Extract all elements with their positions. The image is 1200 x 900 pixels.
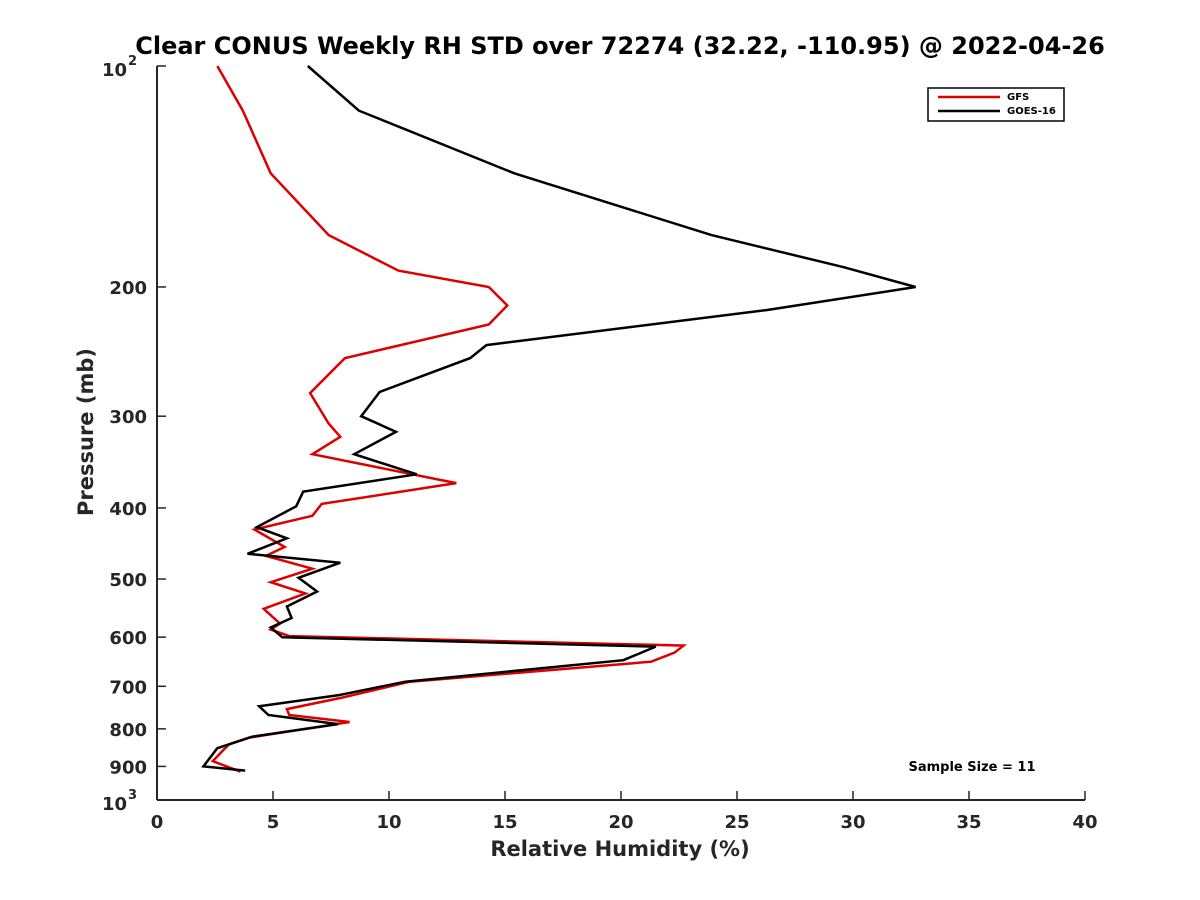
x-tick-label: 20 <box>608 812 633 833</box>
legend-label-gfs: GFS <box>1007 92 1029 103</box>
series-layer <box>201 65 916 773</box>
y-tick-label: 10 <box>102 60 127 81</box>
x-tick-label: 10 <box>376 812 401 833</box>
y-tick-label: 700 <box>109 677 147 698</box>
sample-size-annotation: Sample Size = 11 <box>908 760 1035 775</box>
x-tick-label: 15 <box>492 812 517 833</box>
x-tick-label: 25 <box>724 812 749 833</box>
x-tick-label: 5 <box>267 812 280 833</box>
legend: GFS GOES-16 <box>927 87 1065 122</box>
y-tick-exponent: 2 <box>128 54 137 69</box>
y-tick-label: 800 <box>109 720 147 741</box>
series-line-gfs <box>210 65 688 773</box>
legend-box <box>927 87 1065 122</box>
y-tick-label: 200 <box>109 278 147 299</box>
y-tick-label: 900 <box>109 757 147 778</box>
y-axis-label: Pressure (mb) <box>74 348 98 516</box>
legend-label-goes16: GOES-16 <box>1007 106 1056 117</box>
x-tick-label: 0 <box>151 812 164 833</box>
x-tick-label: 30 <box>840 812 865 833</box>
chart-title: Clear CONUS Weekly RH STD over 72274 (32… <box>135 32 1105 60</box>
x-tick-label: 40 <box>1072 812 1097 833</box>
y-tick-label: 600 <box>109 628 147 649</box>
x-axis-label: Relative Humidity (%) <box>490 837 749 861</box>
y-tick-exponent: 3 <box>128 788 137 803</box>
y-tick-label: 300 <box>109 407 147 428</box>
x-tick-label: 35 <box>956 812 981 833</box>
y-tick-label: 10 <box>102 794 127 815</box>
series-line-goes16 <box>201 65 916 772</box>
y-tick-label: 500 <box>109 570 147 591</box>
y-tick-label: 400 <box>109 499 147 520</box>
